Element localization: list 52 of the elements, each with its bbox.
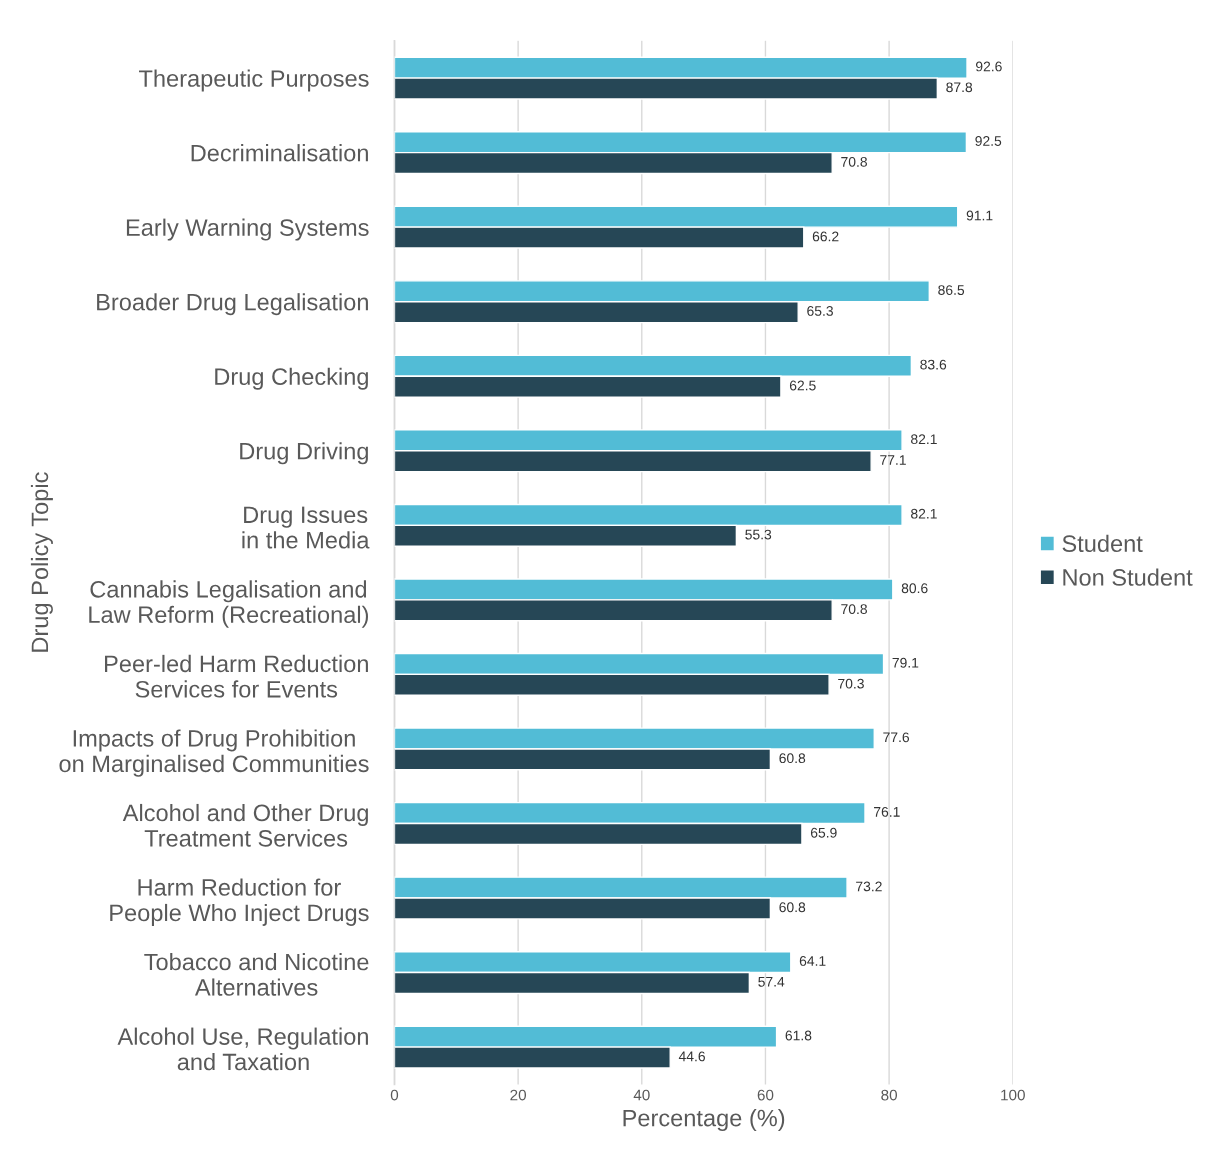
legend-label: Non Student <box>1063 568 1193 586</box>
data-label: 83.6 <box>920 359 947 370</box>
y-tick-label: Tobacco and Nicotine Alternatives <box>144 953 369 996</box>
y-tick-label: Peer-led Harm Reduction Services for Events <box>105 654 368 698</box>
y-tick-label: Drug Issues in the Media <box>242 506 370 549</box>
legend-label: Student <box>1062 534 1143 553</box>
data-label: 70.8 <box>841 604 867 615</box>
y-tick-label: Alcohol and Other Drug Treatment Services <box>122 803 368 847</box>
data-label: 66.2 <box>812 231 839 242</box>
data-label: 79.1 <box>892 657 919 668</box>
data-label: 64.1 <box>799 956 826 966</box>
data-label: 91.1 <box>966 210 993 221</box>
y-tick-label: Harm Reduction for People Who Inject Drugs <box>110 878 369 926</box>
y-tick-label: Early Warning Systems <box>126 218 369 241</box>
data-label: 92.5 <box>975 136 1002 146</box>
data-label: 82.1 <box>911 434 937 445</box>
data-label: 65.9 <box>810 827 837 838</box>
x-tick-label: 20 <box>510 1089 527 1101</box>
y-tick-label: Broader Drug Legalisation <box>97 293 368 316</box>
x-tick-label: 40 <box>633 1089 650 1101</box>
y-tick-label: Cannabis Legalisation and Law Reform (Recreational) <box>89 580 369 628</box>
x-tick-label: 100 <box>1001 1089 1025 1101</box>
data-label: 77.6 <box>883 732 910 743</box>
data-label: 44.6 <box>678 1051 705 1062</box>
data-label: 70.8 <box>841 156 867 167</box>
y-tick-label: Drug Driving <box>240 442 368 465</box>
data-label: 80.6 <box>901 583 928 594</box>
data-label: 62.5 <box>789 380 816 391</box>
x-tick-label: 60 <box>757 1089 774 1101</box>
data-label: 57.4 <box>758 977 785 987</box>
y-tick-label: Therapeutic Purposes <box>139 69 369 92</box>
data-label: 70.3 <box>838 678 864 689</box>
data-label: 76.1 <box>874 806 900 817</box>
y-tick-label: Alcohol Use, Regulation and Taxation <box>117 1027 368 1071</box>
data-label: 60.8 <box>779 753 806 764</box>
x-tick-label: 80 <box>881 1089 898 1101</box>
x-tick-label: 0 <box>390 1089 399 1101</box>
data-label: 82.1 <box>911 508 937 519</box>
data-label: 87.8 <box>946 82 973 93</box>
data-label: 55.3 <box>745 529 772 540</box>
data-label: 60.8 <box>779 902 806 913</box>
y-tick-label: Decriminalisation <box>191 144 368 162</box>
data-label: 77.1 <box>880 455 906 465</box>
y-tick-label: Impacts of Drug Prohibition on Marginalised Communities <box>59 729 369 777</box>
x-axis-title: Percentage (%) <box>623 1109 785 1132</box>
data-label: 73.2 <box>856 881 882 892</box>
data-label: 86.5 <box>938 285 965 295</box>
data-label: 65.3 <box>807 306 833 316</box>
y-tick-label: Drug Checking <box>215 367 368 390</box>
y-axis-title: Drug Policy Topic <box>30 472 53 652</box>
data-label: 92.6 <box>976 61 1002 72</box>
data-label: 61.8 <box>785 1030 812 1041</box>
